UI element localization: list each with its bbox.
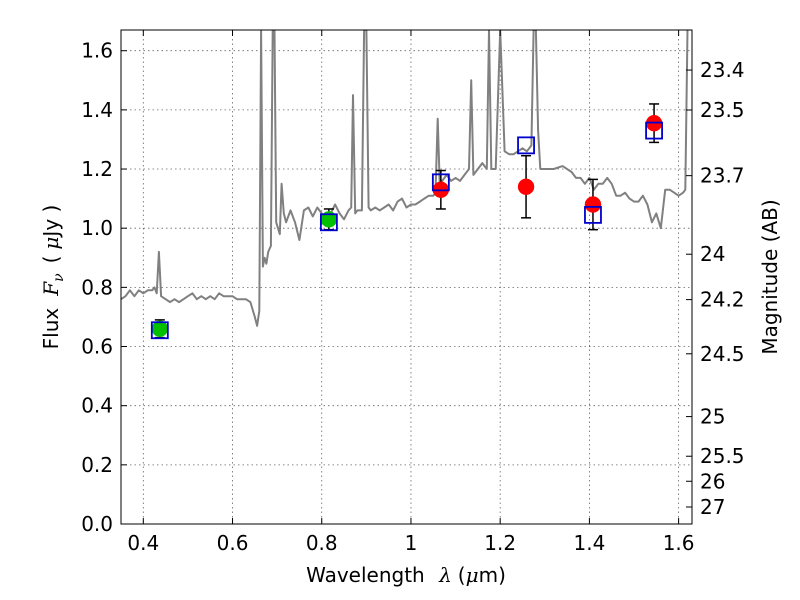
x-tick-label: 0.8	[306, 531, 338, 555]
x-tick-label: 1.2	[484, 531, 516, 555]
model-point	[517, 136, 535, 155]
y2-tick-label: 27	[700, 495, 725, 519]
y2-tick-label: 24	[700, 242, 725, 266]
spectrum-layer	[121, 30, 689, 327]
ticks-layer: 0.4 0.6 0.8 1 1.2 1.4 1.6 0.0 0.2 0.4 0.6 0.8 1.0 1.2…	[81, 30, 745, 555]
y-tick-label: 0.6	[81, 335, 113, 359]
model-point	[319, 213, 338, 232]
points-layer	[150, 103, 663, 340]
y-tick-label: 1.4	[81, 98, 113, 122]
plot-background	[121, 30, 692, 524]
y2-tick-label: 23.7	[700, 164, 745, 188]
y-tick-label: 0.4	[81, 394, 113, 418]
data-point	[151, 320, 169, 338]
y-tick-label: 1.6	[81, 39, 113, 63]
y2-axis-title: Magnitude (AB)	[758, 199, 782, 354]
y-tick-label: 1.0	[81, 216, 113, 240]
y-tick-label: 0.8	[81, 275, 113, 299]
y2-tick-label: 25	[700, 405, 725, 429]
model-point	[150, 321, 169, 340]
model-point	[584, 205, 602, 224]
y-axis-title: FluxFν(μJy )	[39, 205, 67, 350]
x-tick-label: 0.6	[217, 531, 249, 555]
y2-tick-label: 26	[700, 469, 725, 493]
y-tick-label: 0.2	[81, 453, 113, 477]
y2-tick-label: 24.2	[700, 288, 745, 312]
y2-tick-label: 23.5	[700, 98, 745, 122]
data-point	[584, 196, 602, 213]
data-point	[517, 178, 535, 196]
model-point	[431, 173, 450, 192]
model-point	[645, 121, 663, 140]
x-tick-label: 1.6	[663, 531, 695, 555]
x-tick-label: 0.4	[127, 531, 159, 555]
plot-frame	[120, 29, 693, 525]
y-tick-label: 0.0	[81, 512, 113, 536]
y-tick-label: 1.2	[81, 157, 113, 181]
y2-tick-label: 25.5	[700, 444, 745, 468]
y2-tick-label: 24.5	[700, 342, 745, 366]
y2-tick-label: 23.4	[700, 58, 745, 82]
x-tick-label: 1	[405, 531, 418, 555]
x-tick-label: 1.4	[573, 531, 605, 555]
x-axis-title: Wavelength λ (μm)	[306, 563, 506, 587]
spectrum-line	[121, 30, 689, 327]
